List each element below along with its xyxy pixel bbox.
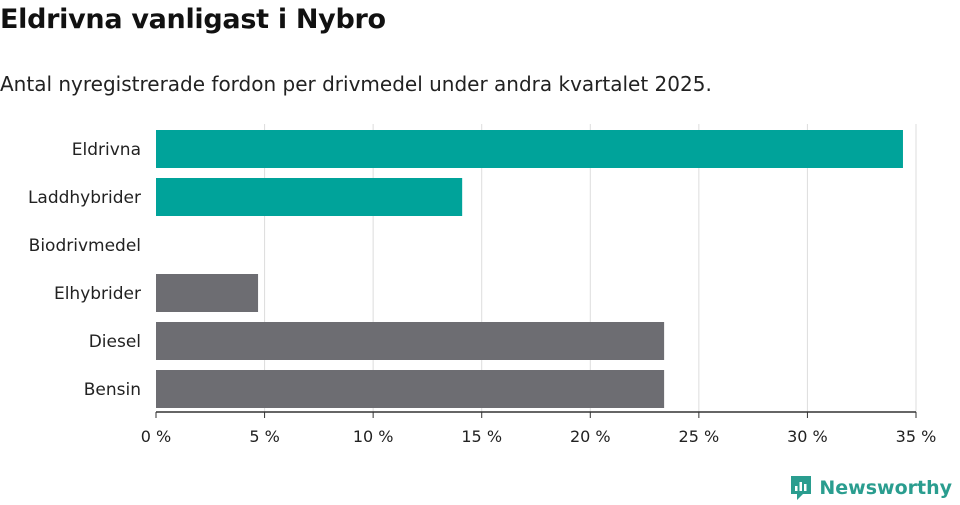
category-label: Biodrivmedel (29, 236, 141, 256)
category-labels: Eldrivna Laddhybrider Biodrivmedel Elhybrid… (28, 140, 141, 400)
bar-elhybrider (156, 274, 259, 312)
brand-logo: Newsworthy (789, 474, 952, 502)
chart-subtitle: Antal nyregistrerade fordon per drivmede… (0, 72, 712, 96)
x-tick-label: 15 % (461, 427, 502, 446)
category-label: Diesel (89, 332, 141, 352)
x-axis: 0 % 5 % 10 % 15 % 20 % 25 % 30 % 35 % (141, 411, 937, 446)
bar-eldrivna (156, 130, 903, 168)
bar-laddhybrider (156, 178, 463, 216)
x-tick-label: 5 % (249, 427, 279, 446)
x-tick-label: 30 % (787, 427, 828, 446)
bar-diesel (156, 322, 665, 360)
bar-chart: Eldrivna Laddhybrider Biodrivmedel Elhybrid… (28, 124, 937, 446)
category-label: Laddhybrider (28, 188, 141, 208)
x-tick-label: 20 % (570, 427, 611, 446)
bar-chart-logo-icon (791, 476, 812, 500)
x-tick-label: 35 % (896, 427, 937, 446)
category-label: Bensin (84, 380, 141, 400)
grid-lines (264, 124, 917, 412)
chart-title: Eldrivna vanligast i Nybro (0, 4, 386, 35)
brand-name: Newsworthy (819, 477, 952, 499)
category-label: Elhybrider (54, 284, 141, 304)
bar-bensin (156, 370, 665, 408)
x-tick-label: 25 % (679, 427, 720, 446)
category-label: Eldrivna (72, 140, 141, 160)
bars (156, 130, 903, 408)
x-tick-label: 0 % (141, 427, 171, 446)
x-tick-label: 10 % (353, 427, 394, 446)
